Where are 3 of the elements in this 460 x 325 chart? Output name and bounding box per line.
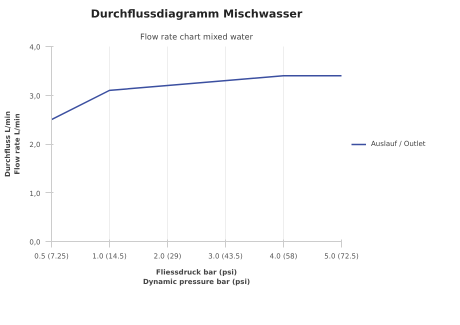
chart-title: Durchflussdiagramm Mischwasser <box>90 8 303 20</box>
chart-subtitle: Flow rate chart mixed water <box>140 32 254 42</box>
line-series <box>52 75 342 120</box>
